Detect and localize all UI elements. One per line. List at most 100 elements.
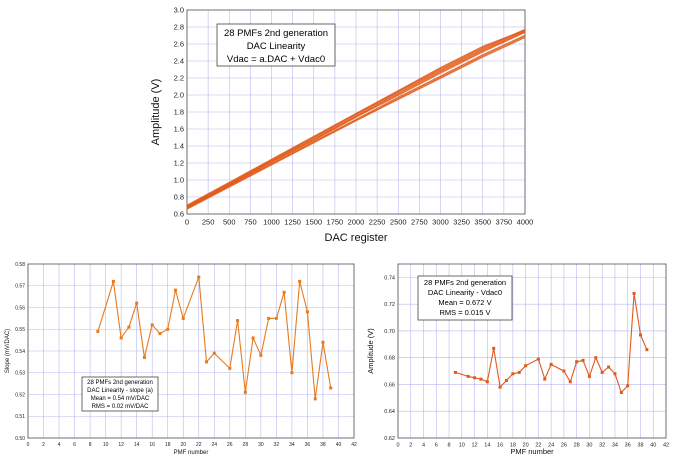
data-point: [228, 366, 232, 370]
y-tick-label: 2.0: [174, 91, 184, 100]
x-tick-label: 34: [612, 443, 618, 449]
x-tick-label: 2250: [369, 218, 386, 227]
legend-line: DAC Linearity - Vdac0: [428, 288, 502, 297]
data-point: [243, 390, 247, 394]
x-tick-label: 30: [258, 442, 264, 448]
y-tick-label: 0.55: [15, 327, 25, 333]
y-tick-label: 0.66: [384, 382, 395, 388]
x-tick-label: 16: [497, 443, 503, 449]
x-tick-label: 14: [484, 443, 490, 449]
data-point: [127, 325, 131, 329]
y-tick-label: 2.8: [174, 23, 184, 32]
series-line: [186, 29, 526, 207]
data-point: [524, 364, 528, 368]
data-point: [236, 319, 240, 323]
x-tick-label: 12: [472, 443, 478, 449]
y-tick-label: 2.2: [174, 74, 184, 83]
x-tick-label: 36: [305, 442, 311, 448]
x-tick-label: 24: [212, 442, 218, 448]
data-point: [466, 374, 470, 378]
data-point: [581, 358, 585, 362]
data-point: [166, 327, 170, 331]
legend-box: [216, 23, 336, 67]
data-point: [517, 370, 521, 374]
data-point: [205, 360, 209, 364]
y-tick-label: 0.62: [384, 436, 395, 442]
data-point: [313, 397, 317, 401]
slope-chart: 0 2 4 6 8 10 12 14 16 18 20 22 24 26 28 30 32 34 36 38 40 42 0…: [0, 255, 362, 459]
data-point: [197, 275, 201, 279]
data-point: [575, 360, 579, 364]
y-tick-label: 0.68: [384, 356, 395, 362]
x-tick-label: 28: [243, 442, 249, 448]
data-point: [290, 371, 294, 375]
y-tick-label: 1.6: [174, 125, 184, 134]
data-point: [587, 374, 591, 378]
x-tick-label: 34: [289, 442, 295, 448]
y-tick-label: 0.58: [15, 262, 25, 268]
x-tick-label: 32: [274, 442, 280, 448]
x-tick-label: 26: [561, 443, 567, 449]
y-axis-title: Amplitude (V): [150, 79, 162, 146]
data-point: [600, 370, 604, 374]
data-point: [638, 333, 642, 337]
data-point: [479, 377, 483, 381]
y-tick-label: 0.52: [15, 392, 25, 398]
x-tick-label: 1000: [263, 218, 280, 227]
y-tick-label: 0.74: [384, 275, 395, 281]
data-point: [259, 353, 263, 357]
x-tick-label: 0: [185, 218, 189, 227]
x-tick-label: 250: [202, 218, 215, 227]
data-point: [492, 346, 496, 350]
y-tick-label: 2.6: [174, 40, 184, 49]
y-axis-title: Amplitude (V): [366, 328, 375, 374]
y-tick-label: 0.8: [174, 193, 184, 202]
legend-line: 28 PMFs 2nd generation: [224, 28, 328, 39]
data-point: [282, 290, 286, 294]
x-tick-label: 40: [650, 443, 656, 449]
legend-line: Vdac = a.DAC + Vdac0: [227, 54, 325, 65]
x-tick-label: 1750: [327, 218, 344, 227]
x-tick-label: 12: [118, 442, 124, 448]
data-point: [212, 351, 216, 355]
x-tick-label: 24: [548, 443, 554, 449]
legend-line: Mean = 0.672 V: [438, 298, 491, 307]
data-point: [142, 356, 146, 360]
data-point: [485, 380, 489, 384]
y-tick-label: 0.56: [15, 305, 25, 311]
x-tick-label: 32: [599, 443, 605, 449]
data-point: [158, 332, 162, 336]
data-point: [96, 329, 100, 333]
y-tick-label: 0.72: [384, 302, 395, 308]
y-tick-label: 0.50: [15, 436, 25, 442]
x-tick-label: 20: [523, 443, 529, 449]
data-point: [632, 291, 636, 295]
y-tick-label: 0.53: [15, 371, 25, 377]
legend-line: 28 PMFs 2nd generation: [424, 278, 506, 287]
x-tick-label: 4000: [517, 218, 534, 227]
legend-line: RMS = 0.015 V: [439, 308, 490, 317]
legend-box: [417, 275, 513, 321]
x-tick-label: 2: [409, 443, 412, 449]
vdac0-svg: 0 2 4 6 8 10 12 14 16 18 20 22 24 26 28 30 32 34 36 38 40 420…: [366, 263, 669, 456]
y-tick-label: 2.4: [174, 57, 184, 66]
dac-linearity-svg: 0 250 500 750 1000 1250 1500 1750 2000 2250 2500 27…: [150, 6, 534, 244]
series-line: [186, 30, 526, 208]
data-point: [267, 316, 271, 320]
x-tick-label: 2500: [390, 218, 407, 227]
x-tick-label: 3250: [453, 218, 470, 227]
y-tick-label: 0.64: [384, 409, 395, 415]
data-point: [619, 390, 623, 394]
x-tick-label: 8: [89, 442, 92, 448]
x-tick-label: 2: [42, 442, 45, 448]
data-point: [562, 369, 566, 373]
x-tick-label: 4: [58, 442, 61, 448]
data-point: [498, 385, 502, 389]
x-tick-label: 2000: [348, 218, 365, 227]
x-tick-label: 14: [134, 442, 140, 448]
x-axis-title: PMF number: [510, 447, 554, 456]
plot-frame: [397, 263, 667, 439]
y-tick-label: 1.4: [174, 142, 184, 151]
x-tick-label: 20: [180, 442, 186, 448]
x-tick-label: 500: [223, 218, 236, 227]
